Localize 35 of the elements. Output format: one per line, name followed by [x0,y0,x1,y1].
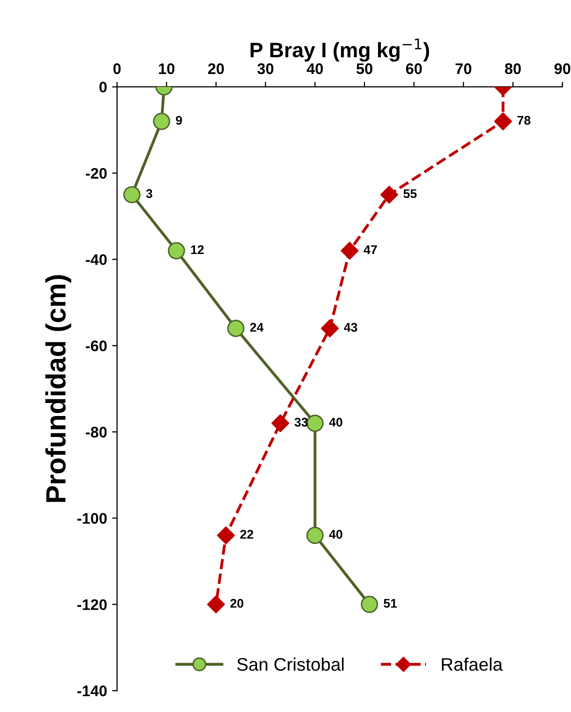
data-label: 3 [146,189,152,198]
data-label: 43 [344,322,358,332]
data-label: 22 [240,530,254,539]
x-tick-label: 90 [554,63,570,74]
x-tick-label: 50 [356,63,372,74]
x-tick-label: 70 [456,63,472,74]
y-tick-label: 0 [99,82,107,93]
data-label: 78 [517,116,530,125]
y-tick-label: -140 [77,686,107,696]
data-label: 12 [191,245,204,254]
data-label: 47 [364,245,377,254]
x-tick-label: 30 [257,63,274,74]
y-tick-label: -20 [86,168,107,179]
y-tick-label: -80 [86,426,107,438]
x-tick-label: 10 [159,63,174,74]
y-tick-label: -60 [86,340,107,352]
y-tick-label: -40 [86,254,107,266]
data-label: 40 [329,530,342,539]
data-label: 55 [404,189,417,198]
legend-label: Rafaela [442,658,503,671]
x-tick-label: 60 [406,63,422,74]
x-axis-title: P Bray I (mg kg$^{−1}$) [250,38,430,62]
x-tick-label: 80 [504,63,521,74]
data-label: 9 [176,116,182,125]
y-tick-label: -100 [77,513,107,524]
y-tick-label: -120 [77,599,107,610]
x-tick-label: 40 [306,63,323,74]
data-label: 40 [329,418,342,427]
data-label: 24 [250,322,264,332]
data-label: 20 [230,598,244,608]
legend-label: San Cristobal [237,658,344,671]
x-tick-label: 20 [208,63,224,74]
y-axis-title: Profundidad (cm) [45,275,72,502]
data-label: 51 [384,599,397,608]
x-tick-label: 0 [113,63,121,74]
